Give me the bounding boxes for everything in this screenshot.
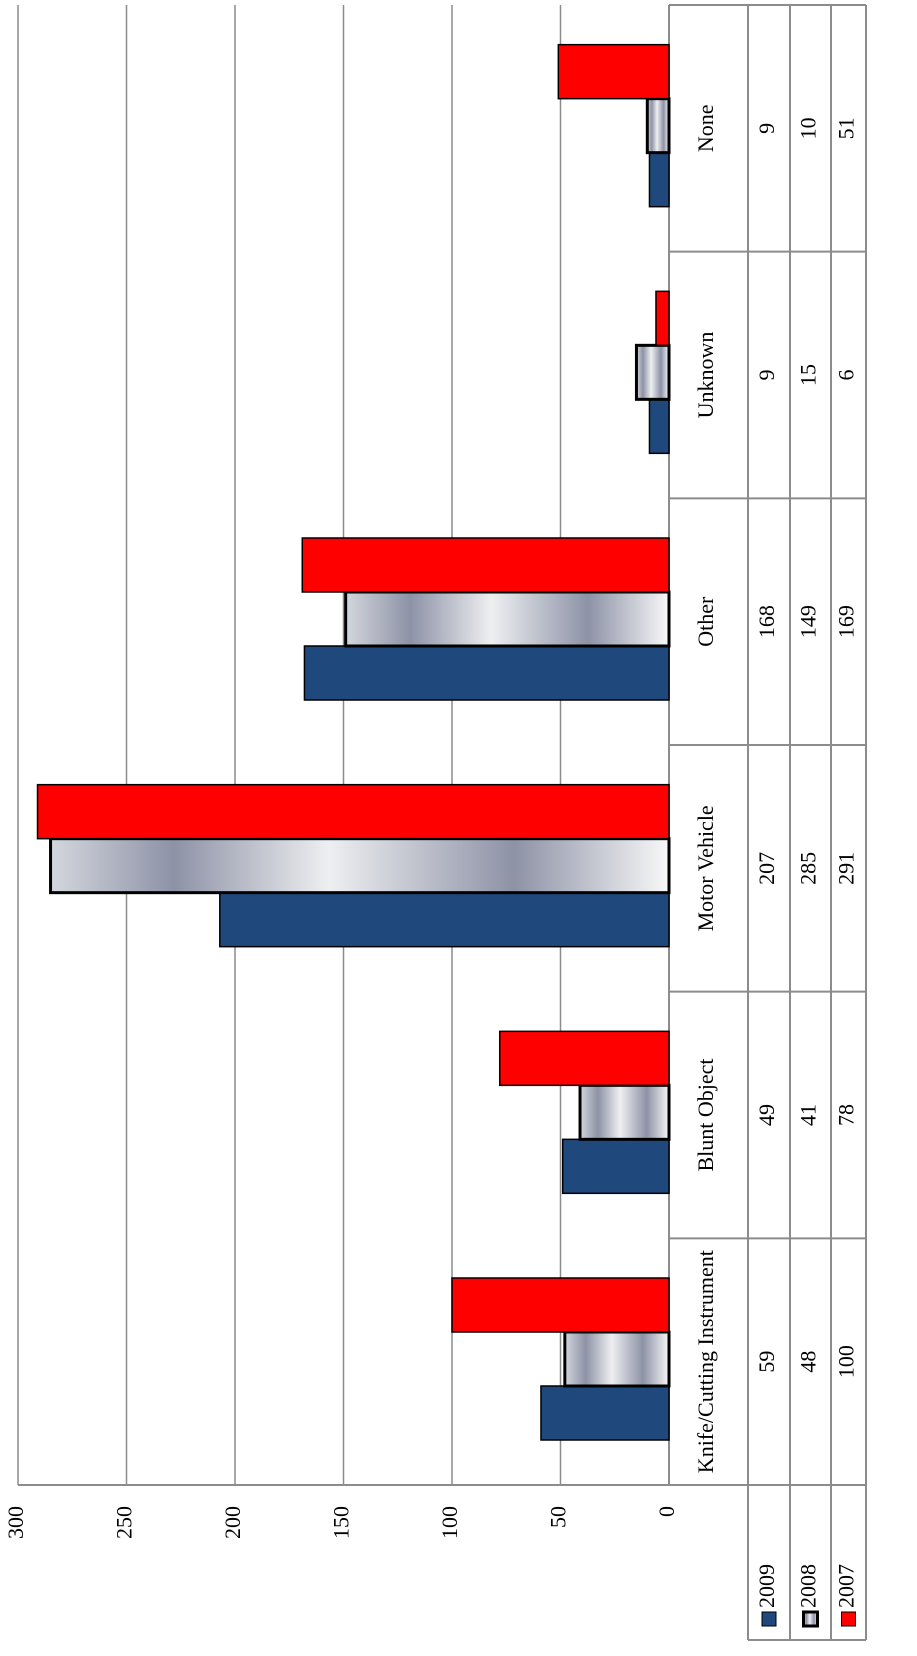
legend-label: 2008: [796, 1564, 821, 1608]
legend-key: [761, 1611, 777, 1627]
table-value: 48: [796, 1351, 821, 1373]
bar: [578, 1083, 671, 1141]
category-label: Knife/Cutting Instrument: [693, 1250, 718, 1473]
y-tick-label: 150: [329, 1506, 354, 1539]
bar: [648, 151, 670, 208]
category-label: Other: [693, 596, 718, 647]
bar: [557, 43, 670, 100]
y-tick-label: 200: [220, 1506, 245, 1539]
table-value: 59: [754, 1351, 779, 1373]
bar: [561, 1138, 670, 1195]
table-value: 9: [754, 370, 779, 381]
category-label: Unknown: [693, 332, 718, 419]
table-value: 169: [834, 605, 859, 638]
legend-label: 2007: [834, 1564, 859, 1608]
y-tick-label: 300: [3, 1506, 28, 1539]
y-tick-label: 50: [546, 1506, 571, 1528]
bar: [219, 891, 670, 948]
bar: [49, 837, 671, 895]
rotated-chart: 0 50 100 150 200 250 300 Knife/Cutting Instrume…: [3, 4, 867, 1641]
legend-key: [841, 1611, 856, 1627]
bar: [645, 97, 671, 155]
table-value: 9: [754, 123, 779, 134]
table-value: 285: [796, 852, 821, 885]
y-tick-label: 0: [654, 1506, 679, 1517]
bar: [655, 290, 670, 347]
table-value: 78: [834, 1104, 859, 1126]
table-value: 100: [834, 1345, 859, 1378]
table-value: 207: [754, 852, 779, 885]
table-value: 41: [796, 1104, 821, 1126]
bar: [451, 1277, 670, 1333]
bar: [563, 1330, 671, 1388]
bar: [344, 590, 671, 648]
bar: [36, 783, 670, 840]
bar: [634, 343, 671, 401]
table-value: 168: [754, 605, 779, 638]
bar: [540, 1385, 670, 1441]
table-value: 10: [796, 117, 821, 139]
legend-label: 2009: [754, 1564, 779, 1608]
y-tick-label: 100: [437, 1506, 462, 1539]
bar: [648, 398, 670, 455]
bar: [498, 1030, 670, 1087]
legend-key: [802, 1610, 819, 1628]
table-value: 49: [754, 1104, 779, 1126]
category-label: Motor Vehicle: [693, 805, 718, 931]
table-value: 6: [834, 370, 859, 381]
category-label: Blunt Object: [693, 1058, 718, 1171]
table-value: 291: [834, 852, 859, 885]
bar: [301, 537, 670, 593]
table-value: 149: [796, 605, 821, 638]
bar: [303, 645, 670, 701]
y-tick-label: 250: [112, 1506, 137, 1539]
category-label: None: [693, 105, 718, 153]
table-value: 15: [796, 364, 821, 386]
table-value: 51: [834, 117, 859, 139]
